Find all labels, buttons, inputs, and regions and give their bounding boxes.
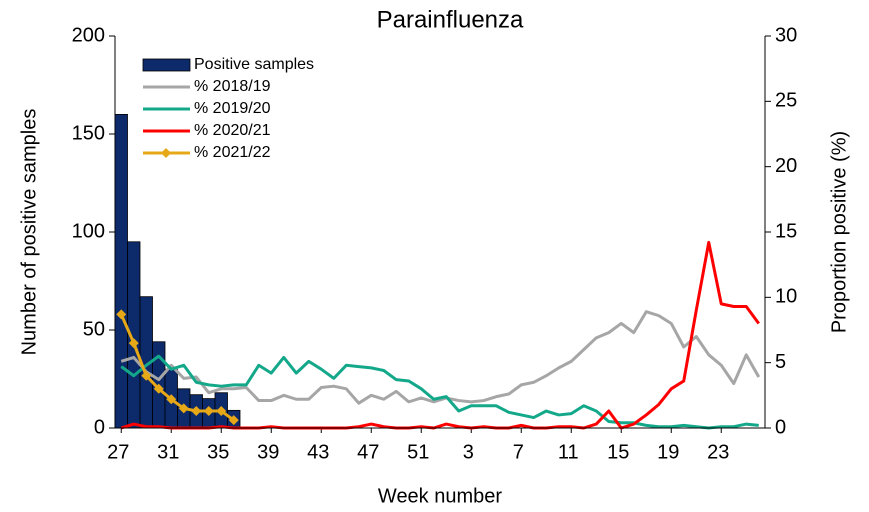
y-tick-label: 150 (72, 122, 105, 144)
x-tick-label: 43 (307, 441, 329, 463)
y-axis-label: Number of positive samples (18, 109, 40, 356)
y-tick-label: 50 (83, 318, 105, 340)
x-tick-label: 19 (657, 441, 679, 463)
line (119, 313, 235, 422)
bar (114, 114, 128, 429)
line (120, 240, 760, 430)
y2-tick-label: 15 (775, 220, 797, 242)
x-tick-label: 51 (407, 441, 429, 463)
marker (166, 394, 177, 405)
x-axis-label: Week number (378, 485, 502, 507)
y2-tick-label: 5 (775, 351, 786, 373)
legend-label: Positive samples (194, 56, 314, 73)
marker (116, 309, 127, 320)
x-tick-label: 7 (513, 441, 524, 463)
legend-label: % 2020/21 (194, 122, 271, 139)
line (120, 310, 761, 405)
legend-label: % 2019/20 (194, 100, 271, 117)
y2-tick-label: 25 (775, 90, 797, 112)
y2-tick-label: 30 (775, 24, 797, 46)
y-tick-label: 100 (72, 220, 105, 242)
marker (228, 415, 239, 426)
x-tick-label: 15 (607, 441, 629, 463)
marker (153, 383, 164, 394)
x-tick-label: 23 (707, 441, 729, 463)
legend-swatch (142, 58, 191, 72)
x-tick-label: 35 (207, 441, 229, 463)
y2-axis-label: Proportion positive (%) (828, 131, 850, 333)
y2-tick-label: 0 (775, 416, 786, 438)
line (120, 354, 759, 430)
legend-label: % 2021/22 (194, 144, 271, 161)
y-tick-label: 0 (94, 416, 105, 438)
marker (216, 406, 227, 417)
legend-marker (161, 148, 171, 158)
x-tick-label: 39 (257, 441, 279, 463)
y-tick-label: 200 (72, 24, 105, 46)
marker (203, 406, 214, 417)
marker (178, 403, 189, 414)
x-tick-label: 11 (558, 441, 579, 463)
chart-title: Parainfluenza (377, 6, 524, 33)
x-tick-label: 47 (357, 441, 379, 463)
marker (141, 370, 152, 381)
y2-tick-label: 10 (775, 286, 797, 308)
x-tick-label: 27 (107, 441, 129, 463)
marker (128, 338, 139, 349)
marker (191, 406, 202, 417)
y2-tick-label: 20 (775, 155, 797, 177)
x-tick-label: 31 (157, 441, 179, 463)
legend-label: % 2018/19 (194, 78, 271, 95)
x-tick-label: 3 (463, 441, 474, 463)
